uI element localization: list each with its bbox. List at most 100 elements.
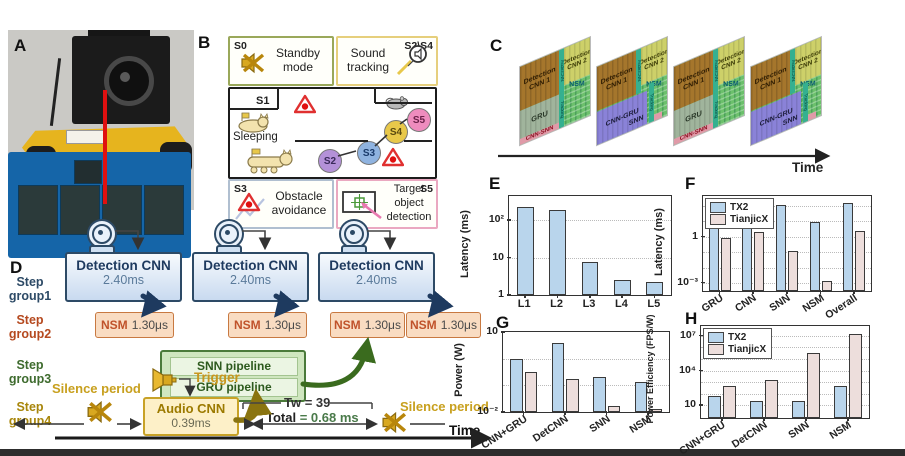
x-tick-mark	[721, 417, 723, 421]
step-group2-label: Step group2	[8, 313, 52, 342]
y-tick-label: 10⁻²	[477, 405, 498, 417]
y-tick-mark	[701, 281, 705, 284]
bar-Overall-TianjicX	[855, 231, 866, 291]
target-detection-icon	[341, 190, 383, 223]
gridline	[703, 282, 871, 284]
total-value: = 0.68 ms	[296, 410, 359, 425]
x-tick-mark	[786, 290, 788, 294]
x-tick-label: L1	[517, 298, 531, 310]
warning-triangle-icon	[381, 147, 405, 170]
legend-label: TianjicX	[728, 344, 767, 355]
room-s1-id: S1	[256, 95, 270, 107]
gridline	[701, 370, 869, 372]
y-tick-label: 10	[486, 325, 498, 337]
sleeping-label: Sleeping	[233, 131, 278, 143]
gridline	[503, 358, 669, 360]
bar-L1-Overall Latency	[516, 206, 534, 295]
chip-label-nsm: NSM	[800, 81, 816, 90]
gridline	[701, 405, 869, 407]
y-tick-label: 10	[492, 250, 504, 263]
bar-Overall-TX2	[843, 202, 854, 291]
fan-hub	[120, 72, 130, 82]
chart-G-plot	[502, 331, 670, 413]
x-tick-mark	[522, 411, 525, 415]
chip-region-pinkbit	[653, 111, 663, 121]
legend: TX2 TianjicX	[705, 198, 775, 229]
state-target-label: Target object detection	[386, 183, 432, 223]
nsm-box-1: NSM 1.30μs	[95, 312, 174, 338]
state-target-id: S5	[420, 183, 433, 195]
legend-label: TX2	[730, 202, 749, 213]
x-tick-label: L2	[550, 298, 564, 310]
y-tick-mark	[507, 294, 511, 296]
gridline	[509, 257, 671, 259]
state-obstacle-box: S3 Obstacle avoidance	[228, 179, 334, 229]
y-axis-label: Latency (ms)	[653, 207, 665, 276]
panel-label-c: C	[490, 36, 503, 55]
chip-label-nsm: NSM	[723, 81, 739, 90]
y-axis-label: Latency (ms)	[459, 209, 471, 278]
webcam-icon	[339, 219, 369, 249]
chassis-label	[66, 130, 104, 144]
y-tick-mark	[699, 334, 703, 337]
chip-module-4	[144, 185, 184, 235]
bar-NSM-TX2	[809, 222, 820, 291]
gridline	[509, 220, 671, 222]
detection-cnn-time: 2.40ms	[230, 273, 271, 287]
panel-c-time-label: Time	[792, 160, 824, 175]
panel-label-a: A	[14, 36, 27, 55]
waypoint-s4: S4	[384, 120, 408, 144]
bar-DetCNN-TianjicX	[566, 378, 579, 412]
nsm-time: 1.30μs	[131, 318, 168, 332]
panel-label-e: E	[489, 174, 501, 193]
bar-NSM-TianjicX	[849, 333, 862, 418]
y-tick-label: 10	[684, 398, 696, 411]
x-tick-mark	[605, 411, 608, 415]
gridline	[703, 236, 871, 238]
panel-label-b: B	[198, 33, 211, 52]
bar-L3-Overall Latency	[581, 262, 599, 295]
nsm-time: 1.30μs	[364, 318, 401, 332]
gridline	[703, 252, 871, 254]
tw-label: Tw = 39	[284, 395, 331, 410]
chip-frame-1: Detection CNN 1 Detection CNN 2 AudioCNN NS…	[520, 37, 590, 146]
muted-speaker-icon	[240, 50, 266, 76]
chip-frame-4: Detection CNN 1 Detection CNN 2 AudioCNN NS…	[751, 37, 821, 146]
pointer-line	[103, 90, 107, 204]
timeline-time-label: Time	[449, 423, 481, 438]
state-standby-box: S0 Standby mode	[228, 36, 334, 86]
chip-label-nsm: NSM	[646, 81, 662, 90]
chip-strip-tracking: Tracking	[559, 91, 565, 129]
x-tick-mark	[763, 417, 765, 421]
walking-cat-icon	[244, 147, 296, 178]
bar-NSM-TianjicX	[821, 281, 832, 291]
y-tick-label: 1	[692, 229, 698, 242]
x-tick-label: L5	[647, 298, 661, 310]
waypoint-s5: S5	[407, 108, 431, 132]
bar-NSM-TX2	[634, 382, 648, 412]
antenna	[49, 58, 61, 126]
bar-CNN+GRU-TX2	[510, 358, 523, 412]
bar-SNN-TX2	[593, 377, 606, 412]
chip-frame-3: Detection CNN 1 Detection CNN 2 AudioCNN NS…	[674, 37, 744, 146]
bar-L4-Overall Latency	[613, 279, 631, 295]
state-obstacle-id: S3	[234, 183, 247, 195]
bar-DetCNN-TX2	[551, 343, 565, 412]
x-tick-mark	[524, 294, 526, 298]
legend-row: TianjicX	[710, 214, 768, 225]
nsm-title: NSM	[334, 318, 361, 332]
chip-package	[74, 160, 102, 184]
silence-period-right-label: Silence period	[400, 399, 489, 414]
gridline	[701, 358, 869, 360]
gridline	[703, 267, 871, 269]
waypoint-s2: S2	[318, 149, 342, 173]
bar-NSM-TianjicX	[649, 408, 662, 412]
legend-swatch	[708, 344, 724, 355]
bar-CNN-TX2	[742, 220, 753, 291]
x-tick-label: L3	[582, 298, 596, 310]
y-tick-mark	[507, 256, 511, 259]
chip-region-pinkbit	[807, 111, 817, 121]
y-tick-label: 10²	[488, 213, 504, 226]
nsm-title: NSM	[101, 318, 128, 332]
y-tick-mark	[699, 404, 703, 406]
